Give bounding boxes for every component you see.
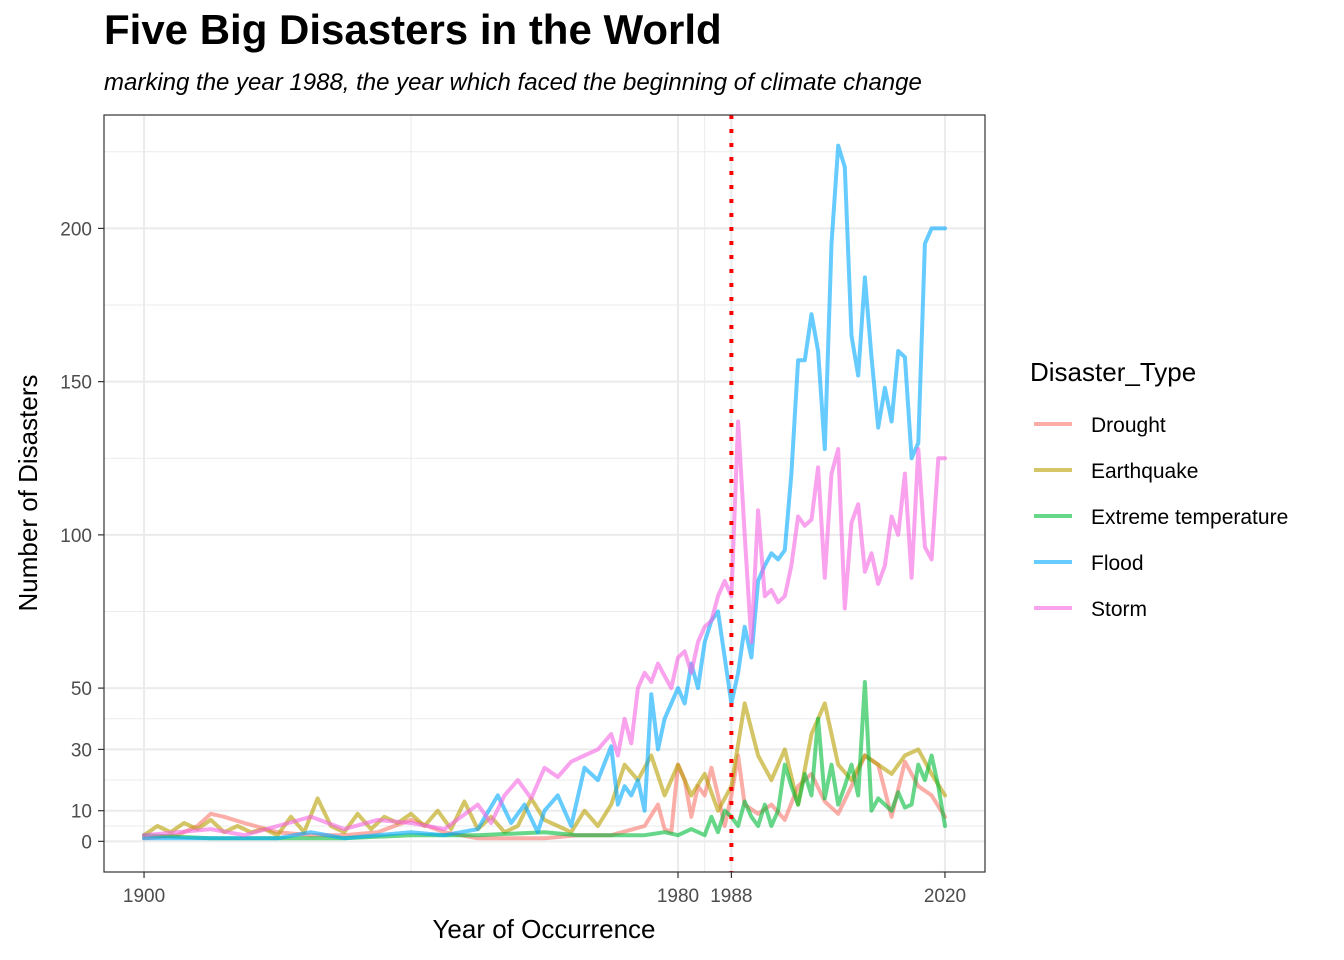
series-lines [142, 143, 947, 841]
y-axis-title: Number of Disasters [13, 375, 43, 612]
y-tick-label: 100 [60, 526, 92, 547]
x-axis-title: Year of Occurrence [432, 914, 655, 944]
y-axis-ticks: 0 10 30 50 100 150 200 [60, 219, 104, 853]
x-tick-label: 1988 [710, 886, 752, 907]
y-tick-label: 10 [71, 802, 92, 823]
y-tick-label: 200 [60, 219, 92, 240]
legend-label: Earthquake [1091, 460, 1198, 483]
y-tick-label: 150 [60, 373, 92, 394]
x-tick-label: 2020 [924, 886, 966, 907]
series-line-flood [142, 143, 947, 841]
series-line-storm [142, 419, 947, 838]
x-axis-ticks: 1900 1980 1988 2020 [123, 872, 966, 907]
x-tick-label: 1980 [657, 886, 699, 907]
x-tick-label: 1900 [123, 886, 165, 907]
legend-label: Flood [1091, 552, 1144, 575]
series-line-extreme-temperature [142, 680, 947, 841]
chart-subtitle: marking the year 1988, the year which fa… [104, 69, 922, 96]
y-tick-label: 0 [81, 832, 92, 853]
legend-title: Disaster_Type [1030, 357, 1196, 387]
legend-label: Drought [1091, 414, 1166, 437]
legend: Disaster_Type Drought Earthquake Extreme t… [1030, 357, 1288, 621]
y-tick-label: 30 [71, 740, 92, 761]
plot-border [103, 114, 986, 873]
legend-label: Storm [1091, 598, 1147, 621]
y-tick-label: 50 [71, 679, 92, 700]
legend-label: Extreme temperature [1091, 506, 1288, 529]
series-line-earthquake [142, 701, 947, 838]
chart-title: Five Big Disasters in the World [104, 6, 722, 53]
